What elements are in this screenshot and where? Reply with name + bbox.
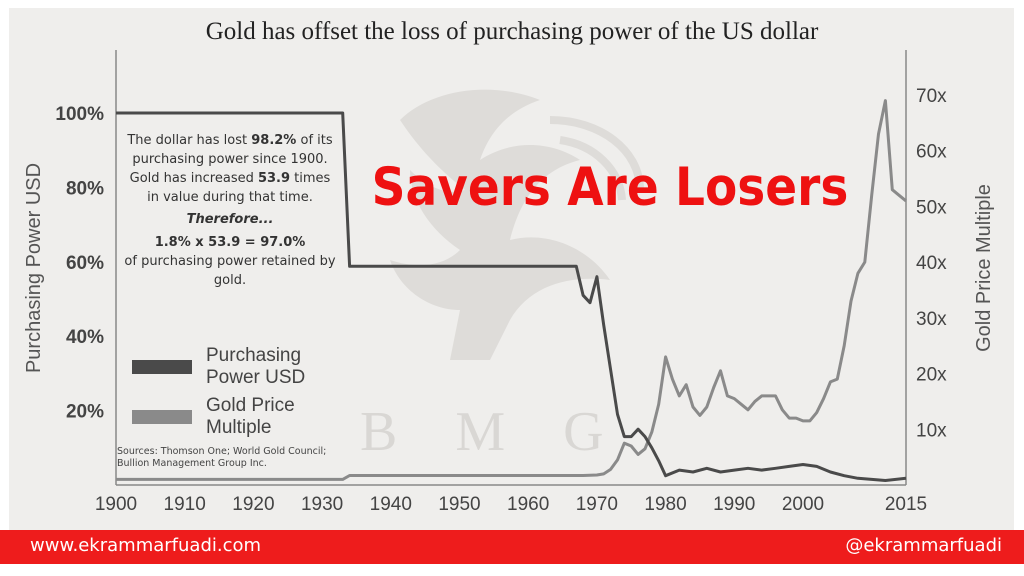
x-tick-label: 1930 [301, 494, 343, 515]
chart-title: Gold has offset the loss of purchasing p… [205, 18, 819, 45]
note-line3: times in value during that time. [147, 171, 331, 205]
series-line-gold-multiple [116, 99, 907, 481]
y-tick-label: 20% [66, 402, 104, 423]
legend-swatch-purchasing-power [132, 360, 192, 374]
x-tick-label: 2000 [782, 494, 824, 515]
x-tick-label: 1960 [507, 494, 549, 515]
footer-handle[interactable]: @ekrammarfuadi [845, 535, 1002, 556]
note-line1: The dollar has lost [127, 133, 252, 148]
legend-item-purchasing-power: Purchasing Power USD [132, 345, 316, 389]
footer-bar: www.ekrammarfuadi.com @ekrammarfuadi [0, 530, 1024, 564]
y-tick-label: 100% [55, 104, 104, 125]
y2-tick-label: 10x [916, 420, 947, 441]
note-therefore: Therefore... [186, 212, 274, 227]
overlay-headline: Savers Are Losers [371, 156, 849, 219]
y-tick-label: 80% [66, 178, 104, 199]
x-tick-label: 1990 [713, 494, 755, 515]
series-line-purchasing-power [116, 111, 907, 482]
y-axis-label: Purchasing Power USD [23, 163, 45, 373]
note-loss-value: 98.2% [251, 133, 297, 148]
y-tick-label: 40% [66, 327, 104, 348]
x-tick-label: 1900 [95, 494, 137, 515]
y2-tick-label: 20x [916, 365, 947, 386]
y2-tick-label: 40x [916, 253, 947, 274]
x-tick-label: 1910 [164, 494, 206, 515]
legend-label-gold-multiple: Gold Price Multiple [206, 395, 295, 438]
griffin-watermark-icon [390, 89, 644, 360]
sources-note: Sources: Thomson One; World Gold Council… [117, 446, 327, 469]
x-tick-label: 1940 [370, 494, 412, 515]
note-equation: 1.8% x 53.9 = 97.0% [154, 235, 306, 250]
chart-axes [115, 50, 907, 486]
chart-lines [116, 99, 907, 482]
bmg-watermark: BMG [360, 401, 662, 463]
x-tick-label: 1980 [644, 494, 686, 515]
legend-swatch-gold-multiple [132, 410, 192, 424]
note-gain-value: 53.9 [257, 171, 291, 186]
note-line4: of purchasing power retained by gold. [124, 254, 336, 288]
y2-axis-label: Gold Price Multiple [973, 184, 995, 352]
x-tick-label: 1970 [576, 494, 618, 515]
y2-tick-label: 30x [916, 309, 947, 330]
footer-website[interactable]: www.ekrammarfuadi.com [30, 535, 262, 556]
x-tick-label: 2015 [885, 494, 927, 515]
y-tick-label: 60% [66, 253, 104, 274]
legend-label-purchasing-power: Purchasing Power USD [206, 345, 306, 388]
y2-tick-label: 70x [916, 86, 947, 107]
legend-item-gold-multiple: Gold Price Multiple [132, 395, 316, 439]
note-line2: of its purchasing power since 1900. Gold… [129, 133, 333, 186]
x-tick-label: 1920 [232, 494, 274, 515]
y2-tick-label: 60x [916, 142, 947, 163]
y2-tick-label: 50x [916, 197, 947, 218]
chart-ticks: 1900 1910 1920 1930 1940 1950 1960 1970 1980 1990… [55, 86, 947, 515]
summary-note: The dollar has lost 98.2% of its purchas… [122, 131, 338, 290]
note-text: The dollar has lost 98.2% of its purchas… [122, 131, 338, 207]
x-tick-label: 1950 [438, 494, 480, 515]
